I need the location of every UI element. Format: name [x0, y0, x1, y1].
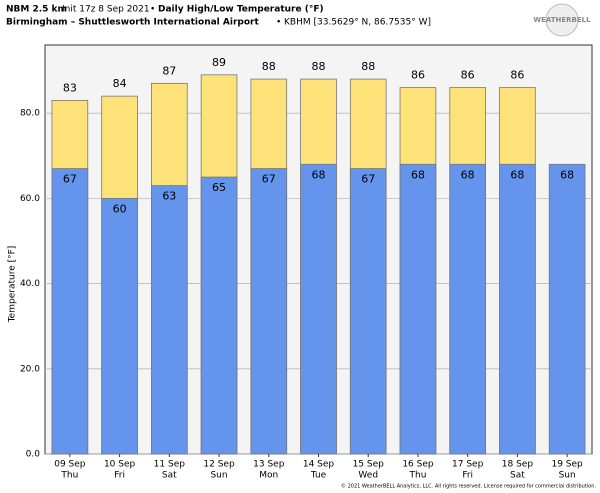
bar: [200, 176, 238, 455]
x-tick-weekday: Sat: [510, 471, 525, 481]
value-label: 88: [312, 60, 326, 73]
x-tick-label: 12 Sep: [203, 460, 235, 470]
value-label: 88: [361, 60, 375, 73]
bar: [250, 168, 288, 455]
value-label: 68: [560, 168, 574, 181]
separator: •: [150, 5, 155, 15]
value-label: 89: [212, 56, 226, 69]
value-label: 68: [411, 168, 425, 181]
location: Birmingham – Shuttlesworth International…: [6, 18, 259, 28]
value-label: 86: [411, 69, 425, 82]
value-label: 86: [510, 69, 524, 82]
x-tick-label: 14 Sep: [303, 460, 335, 470]
bar: [51, 168, 89, 455]
value-label: 68: [510, 168, 524, 181]
bar: [449, 163, 486, 455]
value-label: 87: [162, 64, 176, 77]
x-tick-weekday: Tue: [310, 471, 327, 481]
value-label: 67: [63, 173, 77, 186]
value-label: 84: [113, 77, 127, 90]
x-tick-weekday: Wed: [358, 471, 378, 481]
value-label: 86: [461, 69, 475, 82]
y-tick-label: 80.0: [20, 109, 40, 119]
value-label: 67: [361, 173, 375, 186]
value-label: 63: [162, 190, 176, 203]
x-tick-weekday: Thu: [409, 471, 427, 481]
x-tick-label: 17 Sep: [452, 460, 484, 470]
y-tick-label: 20.0: [20, 364, 40, 374]
bar: [151, 185, 188, 455]
y-tick-label: 60.0: [20, 194, 40, 204]
x-tick-weekday: Mon: [259, 471, 278, 481]
bar: [300, 163, 337, 455]
bar: [499, 163, 536, 455]
x-tick-weekday: Thu: [60, 471, 78, 481]
x-tick-label: 19 Sep: [551, 460, 583, 470]
station: KBHM [33.5629° N, 86.7535° W]: [284, 18, 431, 28]
logo: WEATHERBELL: [533, 16, 591, 24]
x-tick-weekday: Sun: [559, 471, 576, 481]
bar: [399, 163, 437, 455]
x-tick-weekday: Fri: [462, 471, 473, 481]
bar: [101, 197, 138, 455]
value-label: 65: [212, 181, 226, 194]
logo-circle: [545, 3, 579, 37]
bar: [548, 163, 586, 455]
x-tick-weekday: Sat: [162, 471, 177, 481]
y-tick-label: 0.0: [26, 450, 41, 460]
x-tick-label: 15 Sep: [353, 460, 385, 470]
x-tick-weekday: Fri: [114, 471, 125, 481]
value-label: 88: [262, 60, 276, 73]
value-label: 68: [461, 168, 475, 181]
bar: [349, 168, 387, 455]
x-tick-label: 18 Sep: [502, 460, 534, 470]
x-tick-label: 09 Sep: [54, 460, 86, 470]
chart-subtitle: Daily High/Low Temperature (°F): [158, 5, 324, 15]
x-tick-label: 16 Sep: [402, 460, 434, 470]
y-tick-label: 40.0: [20, 279, 40, 289]
value-label: 60: [113, 202, 127, 215]
x-tick-weekday: Sun: [210, 471, 227, 481]
x-tick-label: 11 Sep: [154, 460, 186, 470]
footer: © 2021 WeatherBELL Analytics, LLC. All r…: [341, 483, 596, 490]
separator: •: [276, 18, 281, 28]
value-label: 68: [312, 168, 326, 181]
value-label: 67: [262, 173, 276, 186]
y-axis-label: Temperature [°F]: [8, 246, 18, 324]
value-label: 83: [63, 81, 77, 94]
chart-title: NBM 2.5 km: [6, 5, 67, 15]
x-tick-label: 13 Sep: [253, 460, 285, 470]
x-tick-label: 10 Sep: [104, 460, 136, 470]
init-time: Init 17z 8 Sep 2021: [62, 5, 150, 15]
